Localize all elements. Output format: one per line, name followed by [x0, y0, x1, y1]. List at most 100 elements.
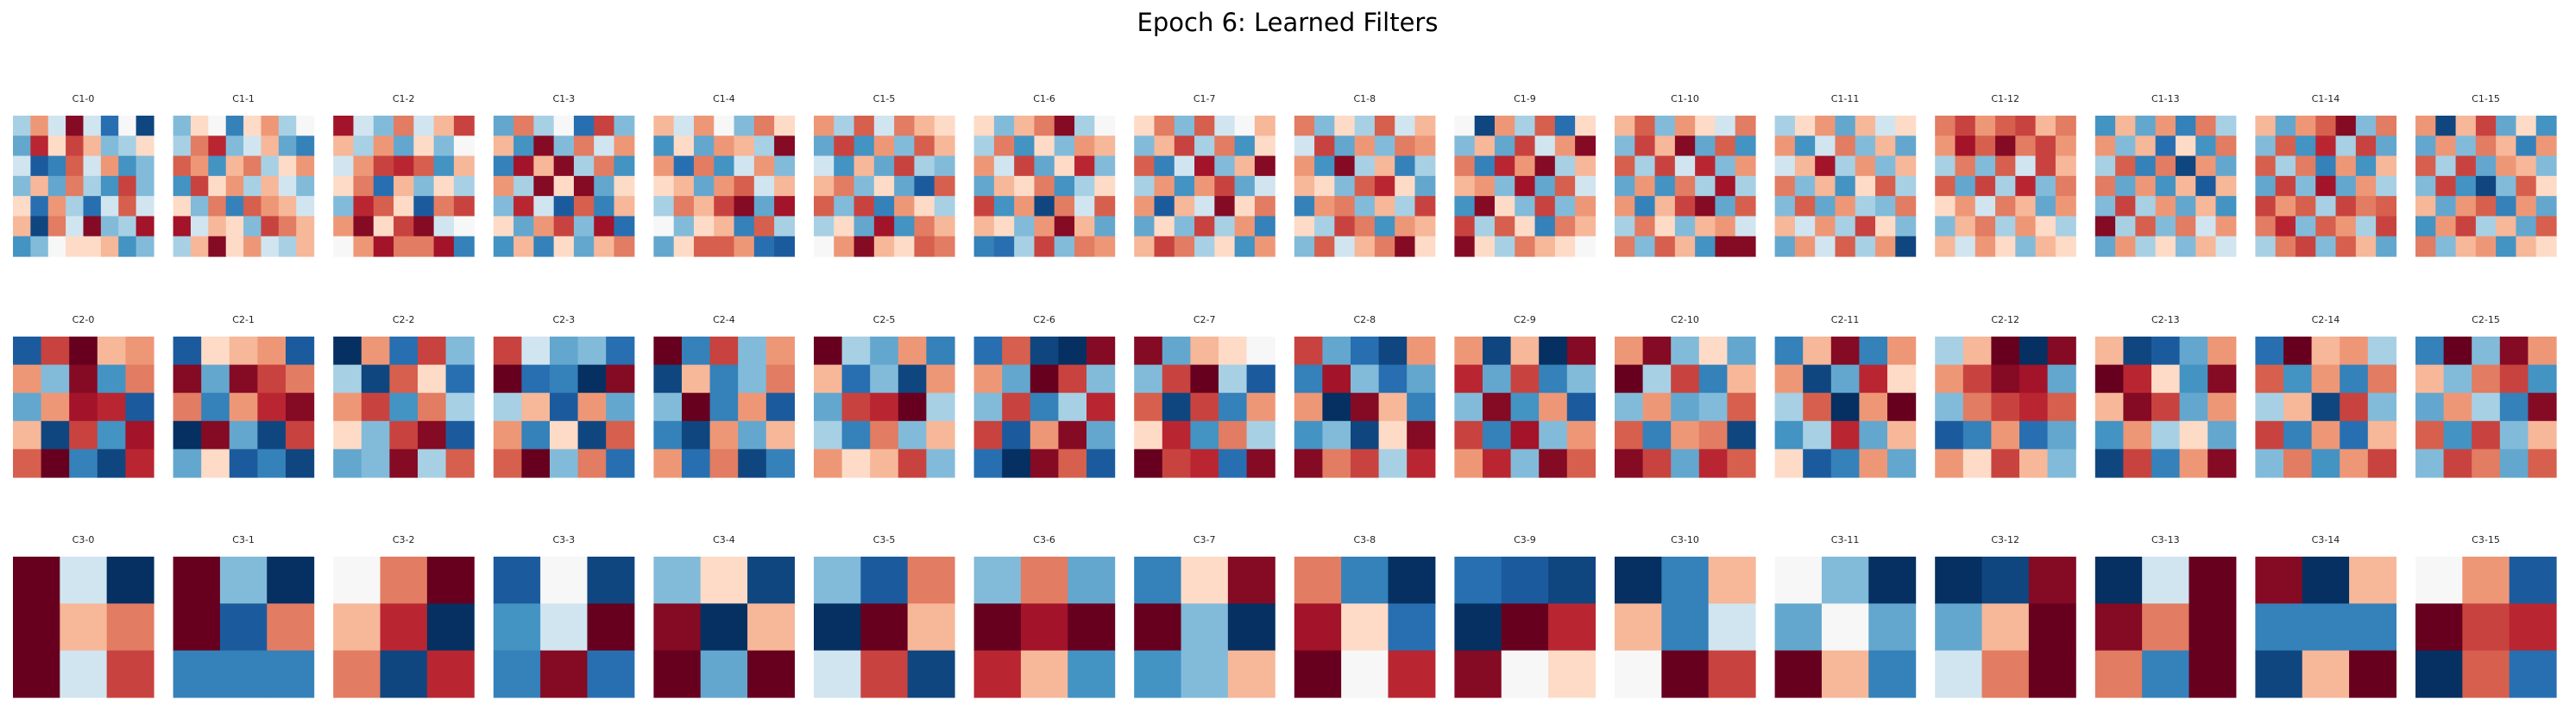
- heatmap-cell: [841, 337, 871, 366]
- heatmap-cell: [1322, 337, 1351, 366]
- heatmap-cell: [1002, 393, 1031, 422]
- heatmap-cell: [870, 449, 899, 478]
- panel-label: C3-2: [393, 534, 415, 545]
- heatmap-cell: [1374, 196, 1395, 217]
- heatmap-cell: [2215, 216, 2237, 237]
- heatmap-cell: [1835, 155, 1856, 177]
- heatmap-cell: [594, 155, 615, 177]
- heatmap-cell: [594, 196, 615, 217]
- heatmap-cell: [2094, 449, 2124, 478]
- panel-label: C2-10: [1671, 314, 1699, 325]
- heatmap-cell: [2215, 155, 2237, 177]
- heatmap-cell: [1554, 116, 1576, 136]
- panel-label: C1-3: [552, 93, 575, 104]
- heatmap-cell: [894, 236, 916, 257]
- heatmap-cell: [173, 364, 202, 394]
- filter-heatmap-c2-15: [2415, 337, 2557, 478]
- heatmap-cell: [333, 650, 381, 698]
- heatmap-cell: [734, 155, 755, 177]
- heatmap-cell: [1414, 175, 1436, 197]
- heatmap-cell: [973, 449, 1003, 478]
- heatmap-cell: [1034, 236, 1055, 257]
- heatmap-cell: [1671, 420, 1700, 450]
- filter-panels: C1-0 C1-1 C1-2 C1-3 C1-4 C1-5 C1-6 C1-7 C1-8 C1-9…: [13, 93, 2557, 698]
- filter-heatmap-c2-11: [1774, 337, 1917, 478]
- heatmap-cell: [2179, 337, 2208, 366]
- heatmap-cell: [1474, 196, 1496, 217]
- heatmap-cell: [1474, 116, 1496, 136]
- heatmap-cell: [493, 216, 514, 237]
- heatmap-cell: [2055, 155, 2076, 177]
- heatmap-cell: [69, 364, 98, 394]
- heatmap-cell: [993, 216, 1015, 237]
- heatmap-cell: [614, 116, 635, 136]
- heatmap-cell: [13, 420, 42, 450]
- heatmap-cell: [2295, 175, 2316, 197]
- heatmap-cell: [69, 449, 98, 478]
- heatmap-cell: [521, 337, 551, 366]
- panel-label: C1-15: [2472, 93, 2500, 104]
- heatmap-cell: [2135, 135, 2157, 157]
- heatmap-cell: [2349, 557, 2396, 604]
- heatmap-cell: [30, 216, 49, 237]
- heatmap-cell: [1566, 420, 1596, 450]
- heatmap-cell: [2535, 116, 2557, 136]
- heatmap-cell: [1830, 393, 1860, 422]
- heatmap-cell: [208, 216, 227, 237]
- heatmap-cell: [2302, 557, 2350, 604]
- heatmap-cell: [853, 196, 875, 217]
- filter-heatmap-c2-6: [973, 337, 1116, 478]
- heatmap-cell: [2415, 603, 2463, 652]
- filter-heatmap-c3-11: [1774, 557, 1917, 698]
- heatmap-cell: [1034, 135, 1055, 157]
- heatmap-cell: [1715, 175, 1736, 197]
- heatmap-cell: [1642, 420, 1672, 450]
- heatmap-cell: [47, 236, 66, 257]
- heatmap-cell: [2340, 393, 2369, 422]
- heatmap-cell: [278, 236, 297, 257]
- heatmap-cell: [1454, 116, 1476, 136]
- heatmap-cell: [2019, 393, 2049, 422]
- heatmap-cell: [83, 155, 102, 177]
- heatmap-cell: [1962, 420, 1992, 450]
- heatmap-cell: [606, 449, 635, 478]
- panel-label: C3-6: [1033, 534, 1055, 545]
- heatmap-cell: [1774, 155, 1796, 177]
- heatmap-cell: [1254, 236, 1275, 257]
- heatmap-cell: [2195, 216, 2217, 237]
- heatmap-cell: [493, 557, 541, 604]
- heatmap-cell: [1794, 175, 1816, 197]
- heatmap-cell: [2047, 393, 2076, 422]
- heatmap-cell: [2115, 175, 2136, 197]
- heatmap-cell: [1727, 337, 1756, 366]
- heatmap-cell: [2499, 420, 2529, 450]
- heatmap-cell: [1515, 216, 1536, 237]
- panel-label: C3-11: [1831, 534, 1860, 545]
- heatmap-cell: [1134, 449, 1163, 478]
- heatmap-cell: [1554, 196, 1576, 217]
- heatmap-cell: [2435, 196, 2457, 217]
- heatmap-cell: [106, 557, 154, 604]
- heatmap-cell: [1407, 364, 1436, 394]
- heatmap-cell: [1354, 236, 1376, 257]
- heatmap-cell: [1014, 116, 1036, 136]
- heatmap-cell: [2475, 175, 2497, 197]
- heatmap-cell: [190, 116, 209, 136]
- heatmap-cell: [1566, 337, 1596, 366]
- heatmap-cell: [1735, 196, 1756, 217]
- heatmap-cell: [493, 155, 514, 177]
- heatmap-cell: [2496, 135, 2517, 157]
- heatmap-cell: [1615, 603, 1662, 652]
- heatmap-cell: [709, 449, 739, 478]
- heatmap-cell: [1214, 236, 1236, 257]
- heatmap-cell: [1895, 135, 1917, 157]
- filter-heatmap-c3-1: [173, 557, 315, 698]
- heatmap-cell: [413, 135, 435, 157]
- heatmap-cell: [1830, 420, 1860, 450]
- heatmap-cell: [2311, 364, 2340, 394]
- heatmap-cell: [973, 155, 995, 177]
- heatmap-cell: [66, 196, 85, 217]
- heatmap-cell: [2094, 337, 2124, 366]
- heatmap-cell: [1515, 135, 1536, 157]
- heatmap-cell: [1774, 650, 1823, 698]
